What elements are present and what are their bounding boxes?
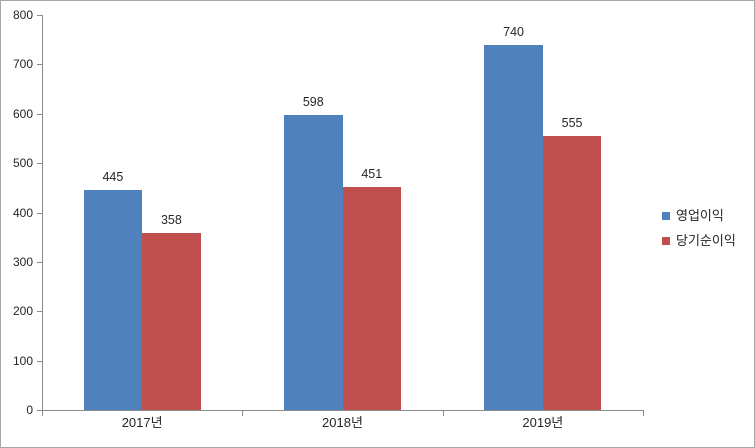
y-axis-tick-label: 0: [26, 403, 33, 417]
bar: [542, 135, 602, 410]
bar-value-label: 555: [561, 115, 583, 130]
y-axis-tick: [37, 15, 42, 16]
y-axis-tick: [37, 212, 42, 214]
bar-value-label: 445: [102, 170, 124, 185]
y-axis-tick: [37, 410, 42, 411]
x-axis-tick: [643, 411, 644, 416]
legend-swatch: [662, 236, 670, 245]
y-axis-tick-label: 200: [12, 304, 33, 319]
bar-value-label: 451: [361, 167, 383, 182]
bar: [142, 233, 201, 410]
bar-value-label: 740: [503, 24, 524, 39]
legend-label: 영업이익: [676, 207, 724, 223]
y-axis-tick: [37, 113, 42, 115]
bar: [83, 190, 143, 410]
legend-label: 당기순이익: [676, 232, 736, 248]
x-axis-label: 2017년: [121, 415, 163, 430]
bar-value-label: 358: [160, 213, 182, 228]
y-axis-tick-label: 100: [12, 353, 33, 368]
y-axis-tick-label: 700: [12, 57, 33, 72]
legend-swatch: [662, 211, 670, 220]
x-axis-label: 2018년: [322, 415, 363, 430]
x-axis-tick: [442, 411, 444, 416]
y-axis-tick: [37, 64, 42, 66]
x-axis-line: [42, 410, 644, 411]
y-axis-tick-label: 300: [12, 254, 33, 269]
y-axis-tick: [37, 311, 42, 313]
bar: [484, 44, 543, 410]
legend-item: 당기순이익: [662, 228, 736, 253]
y-axis-tick: [37, 261, 42, 263]
y-axis-tick-label: 400: [12, 205, 33, 220]
legend-item: 영업이익: [662, 203, 736, 228]
y-axis-tick-label: 800: [12, 8, 33, 22]
bar: [284, 114, 343, 410]
x-axis-tick: [242, 411, 244, 416]
x-axis-tick: [42, 411, 43, 416]
bar: [342, 187, 401, 410]
y-axis-tick-label: 600: [12, 106, 33, 121]
y-axis-tick-label: 500: [12, 156, 33, 171]
y-axis-tick: [37, 163, 42, 165]
y-axis-line: [42, 15, 43, 411]
bar-value-label: 598: [302, 94, 324, 109]
x-axis-label: 2019년: [522, 415, 564, 430]
y-axis-tick: [37, 360, 42, 362]
